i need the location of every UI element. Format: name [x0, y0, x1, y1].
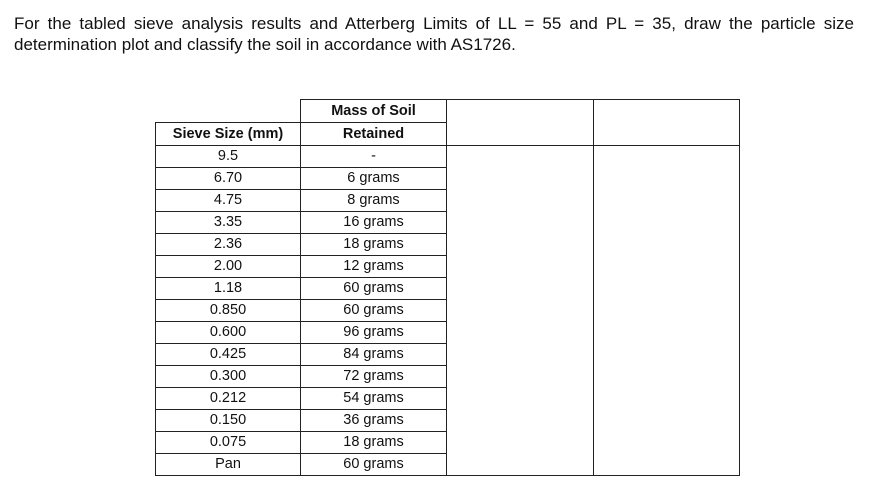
sieve-size-cell: 9.5 — [155, 145, 301, 168]
table-row: 0.850 60 grams — [155, 299, 740, 322]
header-row-1: Mass of Soil — [156, 99, 740, 146]
mass-header-line-1: Mass of Soil — [300, 99, 447, 123]
mass-retained-cell: 8 grams — [300, 189, 447, 212]
sieve-size-cell: 2.00 — [155, 255, 301, 278]
sieve-size-cell: 1.18 — [155, 277, 301, 300]
mass-retained-cell: 60 grams — [300, 299, 447, 322]
blank-header-cell — [156, 100, 301, 123]
question-line-1: For the tabled sieve analysis results an… — [14, 14, 854, 33]
sieve-size-cell: 0.212 — [155, 387, 301, 410]
question-text: For the tabled sieve analysis results an… — [14, 13, 854, 55]
mass-retained-cell: 12 grams — [300, 255, 447, 278]
mass-retained-cell: 96 grams — [300, 321, 447, 344]
question-line-2: determination plot and classify the soil… — [14, 35, 516, 54]
table-row: 2.00 12 grams — [155, 255, 740, 278]
mass-retained-cell: 18 grams — [300, 233, 447, 256]
mass-retained-cell: 84 grams — [300, 343, 447, 366]
table-row: Pan 60 grams — [155, 453, 740, 476]
table-row: 0.300 72 grams — [155, 365, 740, 388]
mass-retained-cell: 16 grams — [300, 211, 447, 234]
sieve-size-cell: 2.36 — [155, 233, 301, 256]
table-row: 0.600 96 grams — [155, 321, 740, 344]
sieve-size-cell: 0.850 — [155, 299, 301, 322]
mass-retained-cell: 60 grams — [300, 453, 447, 476]
table-row: 3.35 16 grams — [155, 211, 740, 234]
sieve-size-cell: 0.425 — [155, 343, 301, 366]
empty-column-3-header — [446, 99, 594, 146]
table-row: 9.5- — [155, 145, 740, 476]
mass-retained-cell: 36 grams — [300, 409, 447, 432]
sieve-size-cell: 6.70 — [155, 167, 301, 190]
sieve-size-cell: 3.35 — [155, 211, 301, 234]
sieve-size-cell: 0.300 — [155, 365, 301, 388]
sieve-size-cell: Pan — [155, 453, 301, 476]
sieve-size-cell: 0.075 — [155, 431, 301, 454]
empty-column-4 — [593, 145, 740, 476]
sieve-size-cell: 0.600 — [155, 321, 301, 344]
mass-retained-cell: 60 grams — [300, 277, 447, 300]
sieve-size-cell: 4.75 — [155, 189, 301, 212]
sieve-size-header: Sieve Size (mm) — [155, 122, 301, 146]
sieve-analysis-table: Mass of Soil Sieve Size (mm) Retained 9.… — [155, 99, 740, 476]
table-row: 0.150 36 grams — [155, 409, 740, 432]
empty-column-4-header — [593, 99, 740, 146]
mass-retained-cell: - — [300, 145, 447, 168]
mass-retained-cell: 18 grams — [300, 431, 447, 454]
table-row: 0.075 18 grams — [155, 431, 740, 454]
mass-retained-cell: 54 grams — [300, 387, 447, 410]
sieve-size-cell: 0.150 — [155, 409, 301, 432]
table-row: 4.75 8 grams — [155, 189, 740, 212]
mass-retained-cell: 72 grams — [300, 365, 447, 388]
mass-header-line-2: Retained — [300, 122, 447, 146]
header-row-2: Sieve Size (mm) Retained — [155, 122, 740, 146]
empty-column-3 — [446, 145, 594, 476]
mass-retained-cell: 6 grams — [300, 167, 447, 190]
